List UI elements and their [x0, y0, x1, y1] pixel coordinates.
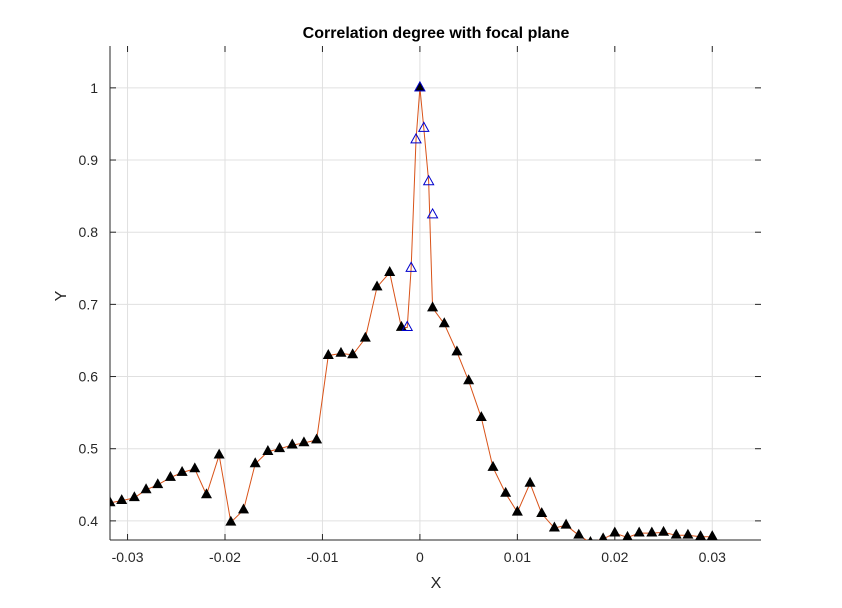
data-point-fine — [422, 174, 435, 186]
chart-title: Correlation degree with focal plane — [303, 25, 570, 42]
data-point-coarse — [262, 445, 274, 455]
x-tick-label: -0.01 — [306, 549, 338, 565]
data-point-coarse — [189, 462, 201, 473]
data-point-coarse — [609, 526, 621, 537]
y-tick-label: 0.5 — [79, 441, 99, 457]
data-point-coarse — [274, 442, 286, 453]
data-point-coarse — [140, 483, 152, 494]
y-tick-label: 0.6 — [79, 369, 99, 385]
data-point-coarse — [176, 465, 188, 476]
data-point-coarse — [298, 436, 310, 447]
data-point-coarse — [463, 374, 475, 385]
data-point-coarse — [548, 521, 560, 532]
y-tick-label: 0.7 — [79, 296, 99, 312]
data-point-coarse — [451, 345, 463, 356]
x-tick-label: 0.01 — [504, 549, 531, 565]
y-axis-label: Y — [53, 290, 70, 301]
data-point-coarse — [475, 411, 487, 422]
data-point-coarse — [322, 349, 334, 359]
data-point-fine — [405, 261, 417, 272]
data-point-coarse — [128, 491, 140, 502]
x-tick-label: -0.03 — [112, 549, 144, 565]
data-point-coarse — [598, 532, 608, 540]
data-point-coarse — [116, 494, 128, 505]
data-point-coarse — [427, 301, 439, 312]
data-point-coarse — [438, 317, 450, 328]
x-axis-label: X — [431, 575, 442, 592]
x-tick-label: -0.02 — [209, 549, 241, 565]
data-point-coarse — [622, 530, 633, 540]
data-point-coarse — [249, 457, 261, 468]
data-point-coarse — [347, 348, 359, 359]
data-point-coarse — [588, 535, 593, 540]
fine-markers — [401, 80, 439, 332]
data-point-coarse — [706, 530, 718, 540]
x-tick-label: 0.03 — [699, 549, 726, 565]
data-point-coarse — [487, 460, 499, 471]
series-layer — [110, 80, 718, 540]
data-point-coarse — [670, 528, 682, 539]
data-point-coarse — [646, 526, 658, 537]
data-point-coarse — [200, 488, 212, 499]
data-point-coarse — [238, 503, 250, 514]
data-point-coarse — [384, 266, 396, 276]
data-point-coarse — [500, 486, 512, 497]
y-tick-label: 0.9 — [79, 152, 99, 168]
data-point-coarse — [560, 518, 572, 529]
y-tick-label: 0.8 — [79, 224, 99, 240]
data-point-coarse — [335, 346, 347, 357]
data-point-coarse — [524, 476, 536, 487]
x-tick-label: 0.02 — [601, 549, 628, 565]
data-point-coarse — [633, 526, 645, 537]
data-point-coarse — [371, 280, 383, 291]
coarse-markers — [110, 81, 718, 540]
grid — [110, 46, 761, 540]
data-point-coarse — [152, 478, 164, 489]
x-ticks: -0.03 -0.02 -0.01 0 0.01 0.02 0.03 — [112, 46, 726, 565]
data-point-coarse — [213, 448, 225, 459]
axes-background — [110, 46, 761, 540]
data-point-coarse — [225, 515, 237, 526]
data-point-coarse — [695, 530, 707, 540]
axes-frame — [109, 46, 761, 541]
data-point-fine — [414, 80, 426, 92]
y-tick-label: 0.4 — [79, 513, 99, 529]
data-point-fine — [401, 320, 414, 332]
data-point-coarse — [359, 331, 371, 342]
plot-area: -0.03 -0.02 -0.01 0 0.01 0.02 0.03 0.40.50.60.… — [79, 46, 761, 565]
data-point-coarse — [110, 496, 116, 507]
data-point-fine — [417, 121, 430, 132]
data-point-fine — [426, 207, 439, 219]
data-point-coarse — [682, 528, 694, 539]
data-point-coarse — [536, 507, 548, 518]
data-point-coarse — [573, 528, 585, 539]
data-point-coarse — [286, 438, 298, 449]
data-point-coarse — [511, 505, 523, 516]
data-point-coarse — [164, 471, 176, 481]
data-point-fine — [410, 132, 422, 144]
data-point-coarse — [311, 433, 323, 444]
data-point-coarse — [658, 525, 670, 536]
y-tick-label: 1 — [90, 80, 98, 96]
x-tick-label: 0 — [416, 549, 424, 565]
y-ticks: 0.4 0.5 0.6 0.7 0.8 0.9 1 — [79, 80, 761, 529]
